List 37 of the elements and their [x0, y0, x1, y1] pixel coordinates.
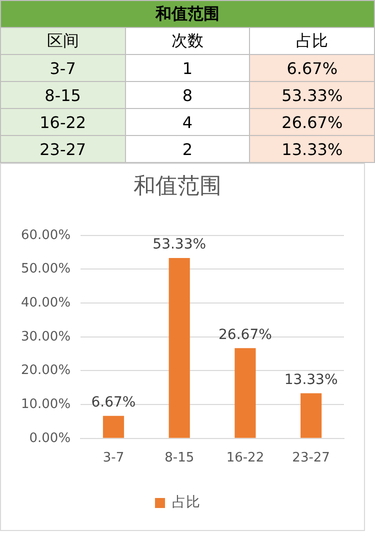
y-tick-label: 0.00% — [29, 430, 71, 446]
category-label: 23-27 — [0, 136, 126, 162]
x-tick-label: 23-27 — [292, 450, 330, 466]
category-label: 16-22 — [0, 108, 126, 136]
data-label: 13.33% — [284, 372, 338, 388]
text: 和值范围 — [0, 0, 374, 28]
bar — [234, 348, 256, 438]
data-label: 2 — [125, 136, 250, 162]
series-label: 占比 — [250, 28, 374, 54]
y-tick-label: 40.00% — [20, 295, 71, 310]
x-tick-label: 16-22 — [226, 450, 264, 466]
y-tick-label: 10.00% — [20, 396, 71, 412]
bar — [102, 416, 124, 438]
data-label: 26.67% — [218, 326, 272, 343]
y-tick-label: 60.00% — [20, 228, 71, 243]
data-label: 13.33% — [250, 136, 374, 162]
y-tick-label: 30.00% — [20, 329, 71, 344]
bar — [168, 258, 190, 438]
legend-label: 占比 — [172, 494, 200, 511]
text: 区间 — [0, 28, 126, 54]
series-label: 次数 — [125, 28, 250, 54]
data-label: 4 — [125, 108, 250, 136]
data-label: 1 — [125, 54, 250, 82]
x-tick-label: 3-7 — [102, 450, 124, 466]
data-label: 26.67% — [250, 108, 374, 136]
category-label: 8-15 — [0, 82, 126, 108]
bar — [300, 393, 322, 438]
x-tick-label: 8-15 — [164, 450, 194, 466]
data-label: 6.67% — [91, 394, 136, 410]
data-label: 6.67% — [250, 54, 374, 82]
data-label: 53.33% — [152, 236, 206, 253]
y-tick-label: 50.00% — [20, 262, 71, 277]
data-label: 53.33% — [250, 82, 374, 108]
chart-title: 和值范围 — [134, 174, 222, 199]
data-label: 8 — [125, 82, 250, 108]
y-tick-label: 20.00% — [20, 363, 71, 378]
category-label: 3-7 — [0, 54, 126, 82]
